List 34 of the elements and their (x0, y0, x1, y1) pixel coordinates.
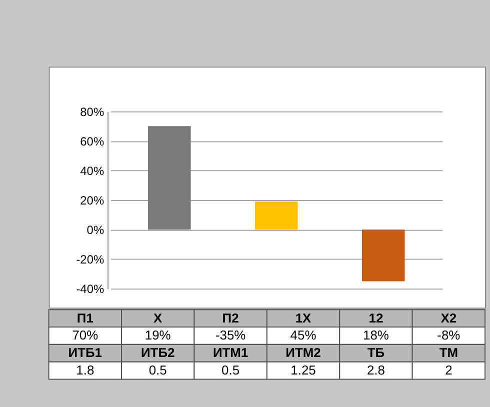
bar (254, 202, 298, 230)
text: 1.8 (76, 362, 94, 378)
text: П1 (76, 310, 94, 326)
y-tick-label: 0% (86, 223, 104, 238)
text: ИТБ1 (68, 345, 102, 360)
text: 1X (295, 310, 312, 326)
text: ТБ (367, 345, 385, 360)
text: ИТМ1 (212, 345, 248, 360)
text: 0.5 (148, 362, 167, 378)
text: -8% (437, 328, 461, 343)
text: X2 (440, 310, 457, 326)
text: -35% (215, 328, 246, 343)
text: П2 (222, 310, 239, 326)
text: 18% (363, 328, 390, 343)
text: ТМ (439, 345, 458, 360)
y-tick-label: -40% (76, 282, 104, 296)
text: 19% (144, 328, 172, 343)
text: 45% (290, 328, 317, 343)
y-tick-label: 40% (80, 164, 104, 178)
text: ИТБ2 (141, 345, 175, 360)
bar (148, 126, 191, 230)
text: ИТМ2 (286, 345, 321, 360)
text: 2.8 (366, 362, 385, 378)
y-tick-label: 80% (80, 104, 104, 119)
text: X (154, 310, 163, 326)
y-tick-label: 20% (80, 194, 104, 208)
text: 1.25 (290, 362, 316, 378)
text: 12 (368, 310, 384, 326)
y-tick-label: 60% (80, 134, 104, 148)
text: 70% (72, 328, 99, 343)
text: 0.5 (222, 362, 240, 378)
text: 2 (445, 362, 452, 378)
bar (362, 230, 405, 282)
y-tick-label: -20% (76, 252, 104, 267)
